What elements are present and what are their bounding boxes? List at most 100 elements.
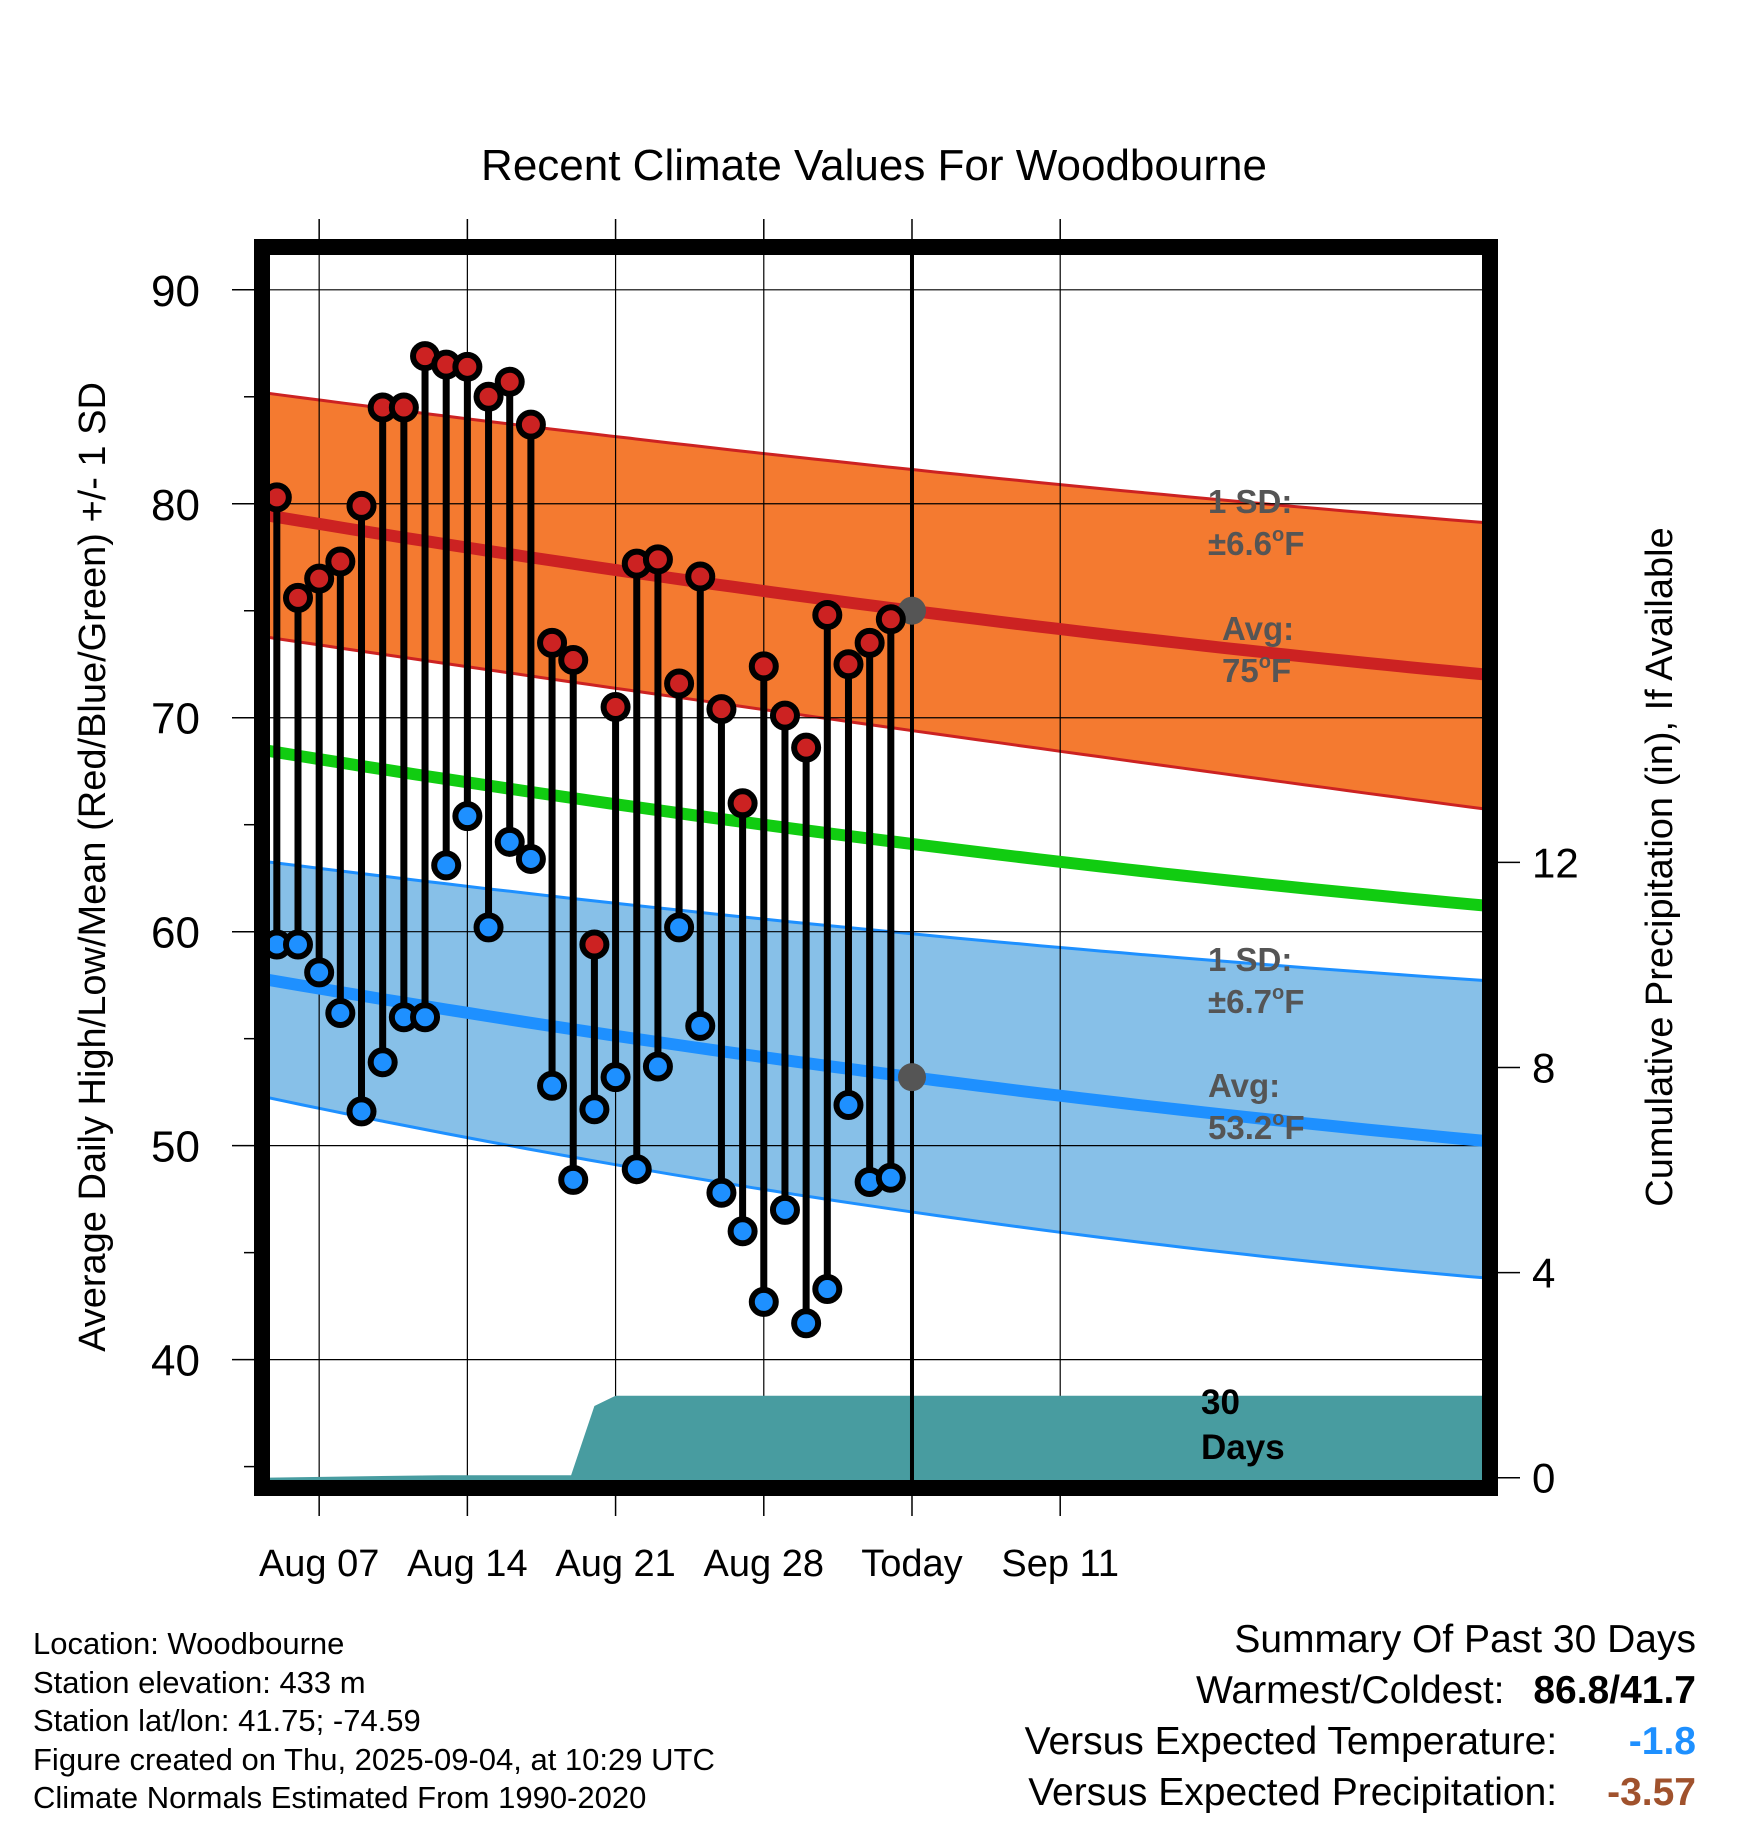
high-point xyxy=(727,788,758,819)
high-avg-annotation-number: 75 xyxy=(1222,652,1259,689)
low-avg-marker xyxy=(897,1063,926,1092)
y2-tick-label: 0 xyxy=(1532,1455,1555,1502)
low-point xyxy=(494,826,525,857)
low-point xyxy=(515,843,546,874)
summary-extremes-value: 86.8/41.7 xyxy=(1533,1665,1696,1716)
y2-tick-label: 8 xyxy=(1532,1044,1555,1091)
low-point xyxy=(558,1164,589,1195)
high-avg-annotation-value: 75oF xyxy=(1222,651,1291,689)
high-point xyxy=(579,929,610,960)
x-tick-label: Aug 07 xyxy=(259,1543,379,1585)
high-point xyxy=(325,546,356,577)
summary-temp-row: Versus Expected Temperature: -1.8 xyxy=(1025,1716,1696,1767)
coldest-value: 41.7 xyxy=(1620,1669,1696,1712)
low-point xyxy=(431,850,462,881)
location-text: Location: Woodbourne xyxy=(33,1626,345,1661)
high-avg-annotation-label: Avg: xyxy=(1222,610,1294,647)
chart-title: Recent Climate Values For Woodbourne xyxy=(481,141,1267,190)
low-point xyxy=(325,997,356,1028)
high-sd-annotation-label: 1 SD: xyxy=(1208,483,1292,520)
high-point xyxy=(452,351,483,382)
low-avg-line xyxy=(262,972,1490,1148)
latlon-text: Station lat/lon: 41.75; -74.59 xyxy=(33,1703,421,1739)
high-point xyxy=(664,668,695,699)
low-point xyxy=(367,1047,398,1078)
low-point xyxy=(410,1002,441,1033)
low-point xyxy=(812,1274,843,1305)
low-avg-annotation-number: 53.2 xyxy=(1208,1109,1272,1146)
y-tick-label: 40 xyxy=(151,1337,200,1386)
plot-frame xyxy=(254,239,1498,1496)
low-point xyxy=(621,1154,652,1185)
summary-extremes-row: Warmest/Coldest: 86.8/41.7 xyxy=(1025,1665,1696,1716)
station-info: Location: Woodbourne Station elevation: … xyxy=(33,1625,715,1818)
y2-axis-title: Cumulative Precipitation (in), If Availa… xyxy=(1639,527,1681,1206)
high-point xyxy=(875,604,906,635)
summary-precip-row: Versus Expected Precipitation: -3.57 xyxy=(1025,1767,1696,1818)
x-tick-label: Aug 21 xyxy=(555,1543,675,1585)
summary-precip-label: Versus Expected Precipitation: xyxy=(1028,1771,1558,1814)
high-point xyxy=(791,732,822,763)
y2-tick-label: 12 xyxy=(1532,839,1579,886)
summary-temp-value: -1.8 xyxy=(1628,1720,1696,1763)
high-avg-annotation-degree: o xyxy=(1259,651,1271,673)
y-tick-label: 70 xyxy=(151,695,200,744)
low-point xyxy=(304,957,335,988)
low-point xyxy=(706,1177,737,1208)
high-point xyxy=(515,409,546,440)
low-point xyxy=(473,912,504,943)
low-sd-upper-line xyxy=(262,859,1490,983)
low-point xyxy=(791,1308,822,1339)
high-point xyxy=(854,627,885,658)
high-point xyxy=(346,490,377,521)
high-point xyxy=(642,544,673,575)
created-text: Figure created on Thu, 2025-09-04, at 10… xyxy=(33,1741,715,1777)
low-point xyxy=(452,801,483,832)
elevation-text: Station elevation: 433 m xyxy=(33,1664,366,1700)
low-point xyxy=(642,1051,673,1082)
high-sd-annotation-value: ±6.6oF xyxy=(1208,524,1304,562)
y-tick-label: 50 xyxy=(151,1123,200,1172)
high-point xyxy=(473,381,504,412)
high-sd-annotation-unit: F xyxy=(1284,525,1304,562)
summary-precip-value: -3.57 xyxy=(1607,1771,1696,1814)
low-point xyxy=(537,1070,568,1101)
summary-panel: Summary Of Past 30 Days Warmest/Coldest:… xyxy=(1025,1614,1696,1818)
low-point xyxy=(346,1096,377,1127)
x-tick-label: Aug 14 xyxy=(407,1543,527,1585)
high-point xyxy=(706,694,737,725)
summary-extremes-label: Warmest/Coldest: xyxy=(1196,1669,1505,1712)
high-point xyxy=(748,651,779,682)
y-tick-label: 80 xyxy=(151,481,200,530)
summary-temp-label: Versus Expected Temperature: xyxy=(1024,1720,1558,1763)
high-point xyxy=(558,644,589,675)
high-point xyxy=(537,627,568,658)
y-tick-label: 60 xyxy=(151,909,200,958)
low-avg-annotation-unit: F xyxy=(1284,1109,1304,1146)
x-tick-label: Aug 28 xyxy=(704,1543,824,1585)
low-point xyxy=(282,929,313,960)
low-point xyxy=(769,1194,800,1225)
extremes-slash: / xyxy=(1609,1669,1621,1712)
high-point xyxy=(600,692,631,723)
high-point xyxy=(685,561,716,592)
warmest-value: 86.8 xyxy=(1533,1669,1610,1712)
high-point xyxy=(833,649,864,680)
high-point xyxy=(304,563,335,594)
high-point xyxy=(388,392,419,423)
low-avg-annotation-label: Avg: xyxy=(1208,1067,1280,1104)
low-point xyxy=(833,1090,864,1121)
low-avg-annotation-value: 53.2oF xyxy=(1208,1108,1305,1146)
low-avg-annotation-degree: o xyxy=(1272,1108,1284,1130)
low-sd-annotation-number: ±6.7 xyxy=(1208,983,1272,1020)
high-point xyxy=(812,600,843,631)
low-point xyxy=(748,1286,779,1317)
low-point xyxy=(664,912,695,943)
precip-area xyxy=(262,1395,1490,1488)
low-point xyxy=(727,1216,758,1247)
y-axis-title: Average Daily High/Low/Mean (Red/Blue/Gr… xyxy=(72,382,114,1352)
high-sd-annotation-degree: o xyxy=(1272,524,1284,546)
high-point xyxy=(494,366,525,397)
low-point xyxy=(579,1094,610,1125)
